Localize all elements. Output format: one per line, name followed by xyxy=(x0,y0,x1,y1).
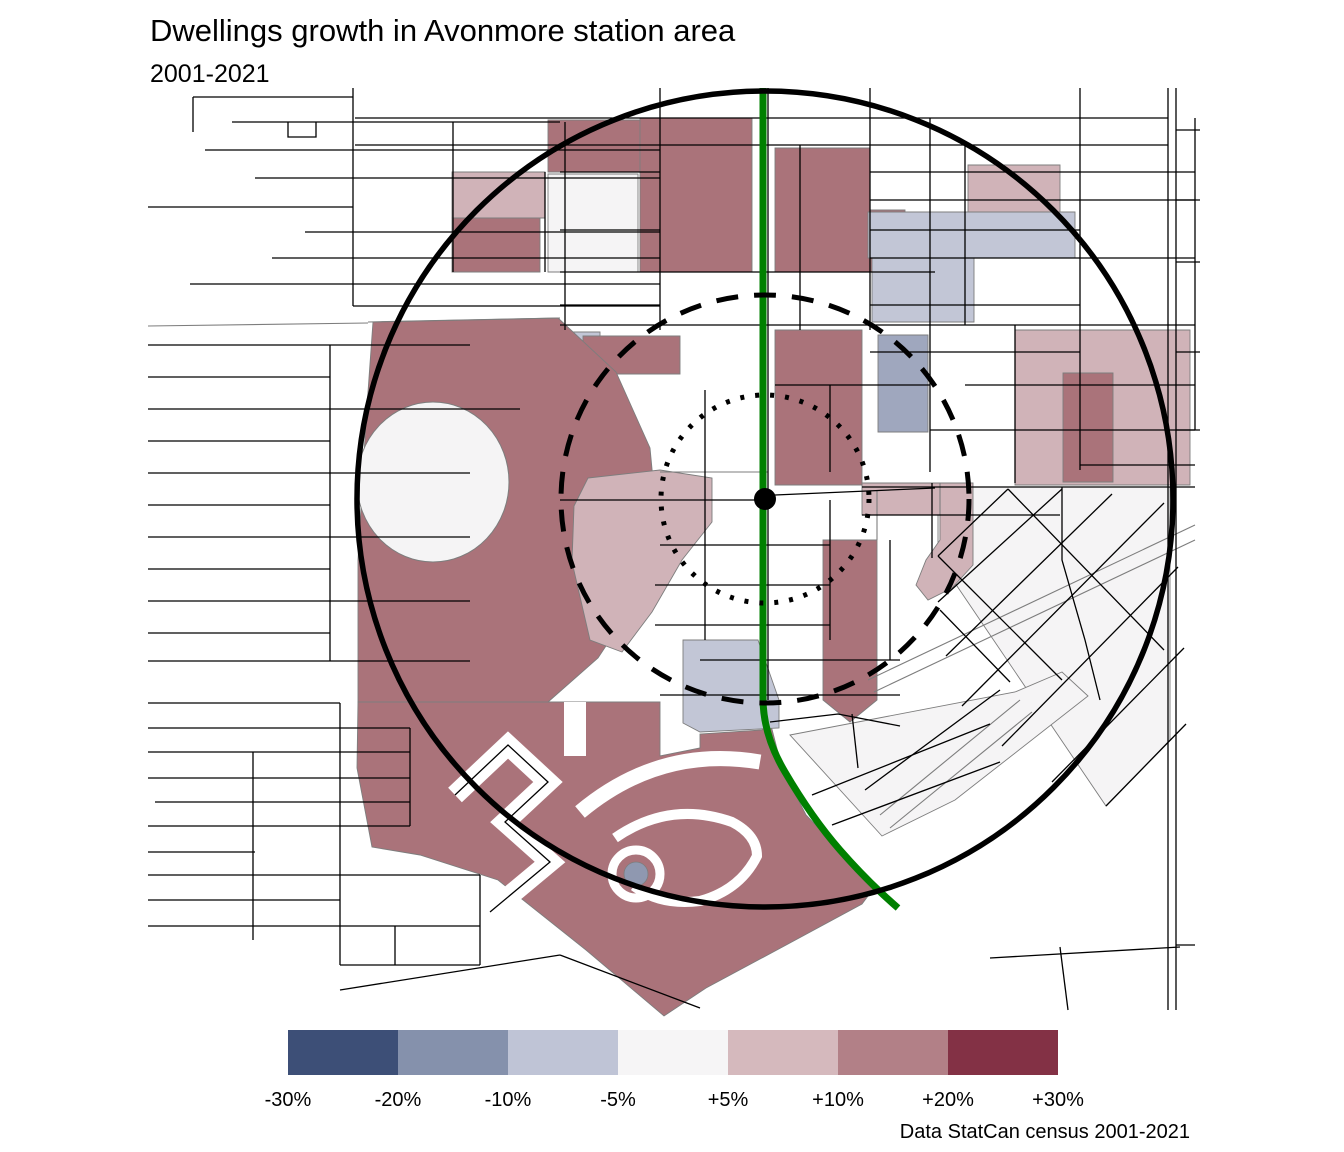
choropleth-polygon-3 xyxy=(639,117,753,273)
street-corridor-3 xyxy=(607,845,665,903)
legend-swatch-7 xyxy=(948,1030,1058,1075)
legend-swatch-6 xyxy=(838,1030,948,1075)
data-source-caption: Data StatCan census 2001-2021 xyxy=(899,1121,1190,1143)
street-corridor-2 xyxy=(612,809,763,907)
street-line xyxy=(1105,723,1187,807)
street-line xyxy=(939,609,1011,683)
choropleth-polygon-6 xyxy=(547,173,639,273)
choropleth-polygon-14 xyxy=(774,329,863,486)
parcel-line xyxy=(889,711,1033,829)
street-line xyxy=(864,689,1001,791)
choropleth-polygon-16 xyxy=(1062,372,1114,483)
legend-swatch-2 xyxy=(398,1030,508,1075)
choropleth-polygon-10 xyxy=(871,257,975,323)
street-line xyxy=(937,555,1063,681)
choropleth-polygon-24 xyxy=(682,639,780,733)
legend-swatch-1 xyxy=(288,1030,398,1075)
street-line xyxy=(774,487,936,496)
street-line xyxy=(831,761,1001,826)
street-corridor-1 xyxy=(575,751,762,818)
legend-label-8: +30% xyxy=(1032,1089,1084,1111)
inner-buffer-circle xyxy=(658,392,872,606)
street-line xyxy=(339,954,561,991)
street-line xyxy=(851,713,859,769)
street-line xyxy=(989,946,1181,959)
transit-line xyxy=(759,88,901,911)
street-line xyxy=(1007,488,1165,651)
street-line xyxy=(961,502,1165,707)
station-marker xyxy=(754,488,776,510)
street-line xyxy=(937,488,1063,603)
middle-buffer-circle xyxy=(558,292,972,706)
choropleth-polygon-13 xyxy=(877,334,929,433)
parcel-line xyxy=(147,322,369,327)
legend-swatch-3 xyxy=(508,1030,618,1075)
parcel-line xyxy=(873,539,1196,693)
choropleth-polygon-18 xyxy=(356,401,510,563)
legend-swatch-4 xyxy=(618,1030,728,1075)
choropleth-polygon-4 xyxy=(451,171,546,219)
legend-label-3: -10% xyxy=(484,1089,532,1111)
page-title: Dwellings growth in Avonmore station are… xyxy=(150,13,736,48)
parcel-line xyxy=(879,699,1021,816)
choropleth-polygon-19 xyxy=(571,469,713,653)
street-line xyxy=(1059,946,1069,1011)
street-line xyxy=(769,713,901,727)
parcel-line xyxy=(867,524,1196,681)
legend-label-7: +20% xyxy=(922,1089,974,1111)
legend-label-2: -20% xyxy=(374,1089,422,1111)
legend-label-5: +5% xyxy=(707,1089,749,1111)
choropleth-polygon-22 xyxy=(822,539,878,723)
outer-buffer-circle xyxy=(354,88,1176,910)
legend xyxy=(288,1030,1058,1075)
legend-label-1: -30% xyxy=(264,1089,312,1111)
legend-label-4: -5% xyxy=(600,1089,636,1111)
legend-swatch-5 xyxy=(728,1030,838,1075)
street-line xyxy=(454,744,551,913)
street-line xyxy=(811,723,991,796)
legend-label-6: +10% xyxy=(812,1089,864,1111)
choropleth-polygon-9 xyxy=(867,211,1076,259)
choropleth-polygon-20 xyxy=(861,482,974,516)
street-line xyxy=(937,488,1009,557)
street-line xyxy=(287,122,317,138)
street-line xyxy=(1051,647,1185,783)
street-line xyxy=(1061,487,1101,701)
street-line xyxy=(559,954,701,1009)
subtitle: 2001-2021 xyxy=(150,60,270,88)
choropleth-polygon-1 xyxy=(789,671,1089,837)
street-line xyxy=(1001,566,1179,747)
street-line xyxy=(945,493,1113,657)
